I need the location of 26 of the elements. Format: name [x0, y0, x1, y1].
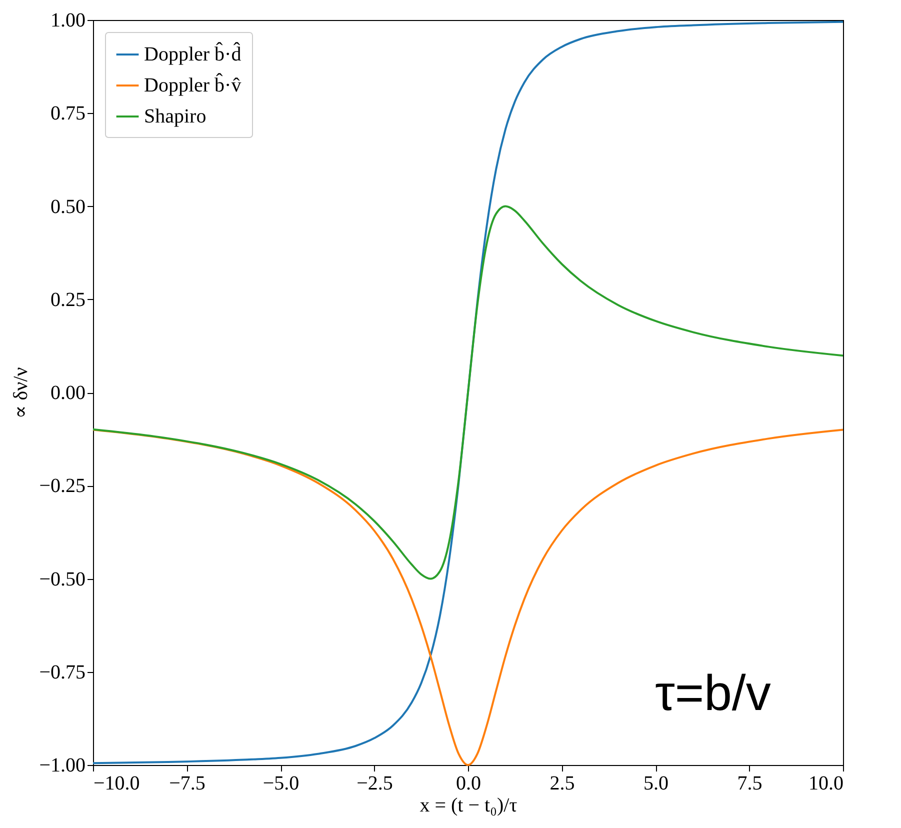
- x-tick-label: −5.0: [262, 772, 300, 794]
- y-tick-label: 0.75: [50, 102, 86, 125]
- y-axis-title: ∝ δν/ν: [10, 367, 32, 419]
- x-tick-label: −7.5: [169, 772, 206, 794]
- x-tick-label: 0.0: [456, 772, 481, 794]
- line-series: [92, 428, 844, 766]
- y-tick-label: 0.25: [50, 288, 86, 311]
- legend-label: Shapiro: [144, 106, 206, 128]
- annotation: τ=b/v: [655, 665, 771, 721]
- y-tick-label: −0.25: [39, 475, 86, 498]
- x-tick-label: 7.5: [737, 772, 762, 794]
- line-series: [92, 205, 844, 580]
- y-tick-label: −1.00: [39, 754, 86, 776]
- y-tick-label: 1.00: [50, 10, 86, 32]
- x-tick-label: 10.0: [808, 772, 844, 794]
- x-tick-label: −10.0: [94, 772, 140, 794]
- y-tick-label: −0.50: [39, 568, 86, 590]
- x-tick-label: 2.5: [550, 772, 575, 794]
- x-axis-title: x = (t − t₀)/τ: [420, 794, 518, 816]
- x-tick-label: −2.5: [356, 772, 393, 794]
- legend-label: Doppler b̂·v̂: [144, 72, 242, 96]
- legend-label: Doppler b̂·d̂: [144, 42, 242, 66]
- y-tick-label: −0.75: [39, 661, 86, 684]
- x-tick-label: 5.0: [644, 772, 668, 794]
- y-tick-label: 0.00: [50, 382, 86, 404]
- y-tick-label: 0.50: [50, 196, 86, 218]
